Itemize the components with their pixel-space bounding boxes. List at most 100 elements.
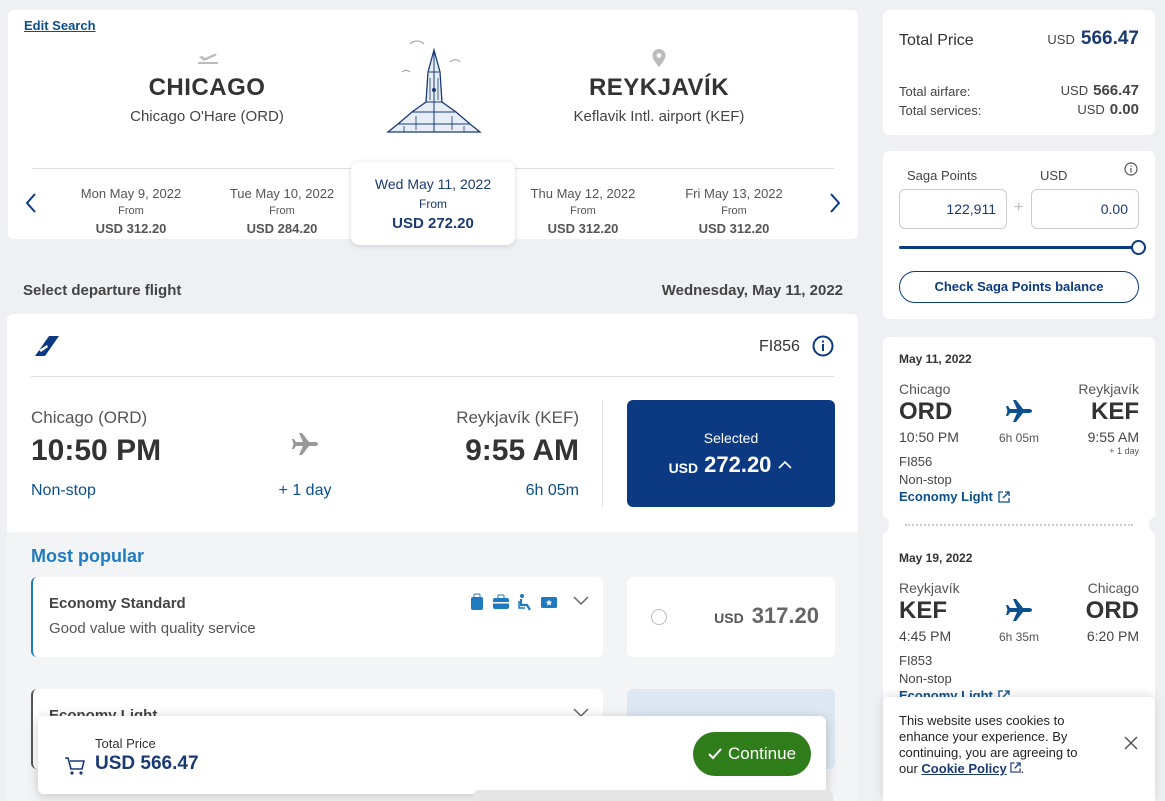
chevron-down-icon[interactable]: [573, 595, 589, 605]
bottom-total-price: USD 566.47: [95, 753, 199, 774]
saga-slider-track[interactable]: [899, 246, 1139, 249]
section-title: Select departure flight: [23, 282, 182, 299]
takeoff-icon: [197, 48, 219, 66]
price-summary-card: Total Price USD 566.47 Total airfare: US…: [883, 10, 1155, 135]
cookie-banner: This website uses cookies to enhance you…: [883, 697, 1155, 801]
segment-date: May 11, 2022: [899, 352, 972, 366]
segment-dep-time: 4:45 PM: [899, 628, 952, 644]
cart-icon: [64, 756, 86, 776]
cookie-end: .: [1020, 761, 1025, 776]
segment-from-code: KEF: [899, 597, 947, 624]
continue-button[interactable]: Continue: [693, 732, 811, 776]
date-option-price: USD 312.20: [698, 221, 770, 236]
seat-icon: [517, 593, 533, 611]
saga-slider-handle[interactable]: [1131, 240, 1146, 255]
external-link-icon: [1009, 762, 1021, 773]
selected-fare-button[interactable]: Selected USD 272.20: [627, 400, 835, 507]
ticket-notch-right: [1149, 517, 1161, 533]
fare-perks: [469, 593, 558, 611]
segment-flight-number: FI856: [899, 454, 933, 469]
airline-logo-icon: [35, 336, 59, 356]
most-popular-heading: Most popular: [31, 546, 144, 566]
saga-points-card: Saga Points USD 122,911 + 0.00 Check Sag…: [883, 151, 1155, 319]
segment-stops: Non-stop: [899, 472, 952, 487]
flight-origin: Chicago (ORD): [31, 408, 148, 427]
flight-number: FI856: [759, 338, 800, 355]
ticket-icon: [540, 593, 558, 611]
segment-arr-time: 9:55 AM: [1087, 429, 1139, 445]
origin-airport: Chicago O'Hare (ORD): [130, 108, 284, 125]
total-price-currency: USD: [1047, 32, 1075, 47]
fare-currency: USD: [714, 610, 744, 626]
date-option-price: USD 312.20: [547, 221, 619, 236]
fare-description: Good value with quality service: [49, 620, 256, 637]
location-pin-icon: [651, 48, 667, 68]
services-value: 0.00: [1109, 101, 1139, 118]
carry-on-bag-icon: [469, 593, 485, 611]
plus-sign: +: [1014, 199, 1024, 216]
destination-airport: Keflavik Intl. airport (KEF): [573, 108, 745, 125]
date-option-from: From: [269, 205, 295, 217]
duration-label: 6h 05m: [525, 482, 579, 499]
flight-card-divider: [31, 376, 834, 377]
fare-price-economy-standard[interactable]: USD 317.20: [627, 577, 835, 657]
segment-dep-time: 10:50 PM: [899, 429, 959, 445]
date-option-date: Wed May 11, 2022: [374, 176, 492, 192]
checkmark-icon: [708, 748, 722, 760]
plane-icon: [1005, 598, 1033, 622]
selected-label: Selected: [703, 430, 759, 446]
segment-fare-link[interactable]: Economy Light: [899, 489, 1010, 504]
partially-hidden-panel: [473, 790, 833, 801]
ticket-notch-left: [877, 517, 889, 533]
total-price-title: Total Price: [899, 32, 974, 49]
segment-duration: 6h 35m: [998, 630, 1040, 644]
date-option[interactable]: Thu May 12, 2022 From USD 312.20: [513, 186, 653, 236]
segment-divider: [905, 524, 1133, 526]
date-option-selected[interactable]: Wed May 11, 2022 From USD 272.20: [351, 162, 515, 245]
plane-icon: [1005, 399, 1033, 423]
date-option-from: From: [721, 205, 747, 217]
flight-destination: Reykjavík (KEF): [456, 408, 579, 427]
fare-price: 317.20: [751, 603, 819, 628]
total-price-value: 566.47: [1080, 28, 1139, 49]
date-option-from: From: [118, 205, 144, 217]
fare-name: Economy Standard: [49, 595, 186, 612]
date-option[interactable]: Fri May 13, 2022 From USD 312.20: [664, 186, 804, 236]
origin-city: CHICAGO: [148, 74, 266, 101]
services-label: Total services:: [899, 103, 982, 118]
date-option-from: From: [419, 197, 447, 211]
check-saga-balance-button[interactable]: Check Saga Points balance: [899, 271, 1139, 303]
edit-search-link[interactable]: Edit Search: [24, 18, 96, 33]
hallgrimskirkja-illustration: [382, 32, 486, 136]
search-summary-card: Edit Search CHICAGO Chicago O'Hare (ORD)…: [8, 10, 858, 245]
vertical-divider: [602, 400, 603, 507]
fare-radio[interactable]: [651, 609, 667, 625]
fare-card-economy-standard[interactable]: Economy Standard Good value with quality…: [31, 577, 603, 657]
segment-from-city: Reykjavík: [899, 580, 960, 596]
saga-usd-input[interactable]: 0.00: [1031, 189, 1139, 229]
prev-dates-chevron-icon[interactable]: [24, 192, 38, 214]
segment-to-code: ORD: [1085, 597, 1139, 624]
cookie-message: This website uses cookies to enhance you…: [899, 713, 1099, 777]
date-option-date: Tue May 10, 2022: [229, 186, 335, 201]
next-dates-chevron-icon[interactable]: [828, 192, 842, 214]
segment-arr-time: 6:20 PM: [1086, 628, 1139, 644]
cookie-policy-link[interactable]: Cookie Policy: [921, 761, 1007, 776]
selected-price: 272.20: [704, 452, 772, 477]
info-icon[interactable]: [1124, 162, 1138, 176]
segment-stops: Non-stop: [899, 671, 952, 686]
date-option[interactable]: Mon May 9, 2022 From USD 312.20: [61, 186, 201, 236]
saga-slider-fill: [899, 246, 1139, 249]
close-icon[interactable]: [1124, 736, 1138, 750]
saga-points-input[interactable]: 122,911: [899, 189, 1007, 229]
segment-flight-number: FI853: [899, 653, 933, 668]
date-option-price: USD 272.20: [392, 215, 474, 232]
destination-city: REYKJAVÍK: [588, 74, 730, 101]
info-icon[interactable]: [812, 335, 834, 357]
date-option[interactable]: Tue May 10, 2022 From USD 284.20: [212, 186, 352, 236]
airfare-label: Total airfare:: [899, 84, 971, 99]
arrival-time: 9:55 AM: [465, 434, 579, 467]
bottom-total-label: Total Price: [95, 736, 156, 751]
segment-duration: 6h 05m: [998, 431, 1040, 445]
stops-label: Non-stop: [31, 482, 96, 499]
